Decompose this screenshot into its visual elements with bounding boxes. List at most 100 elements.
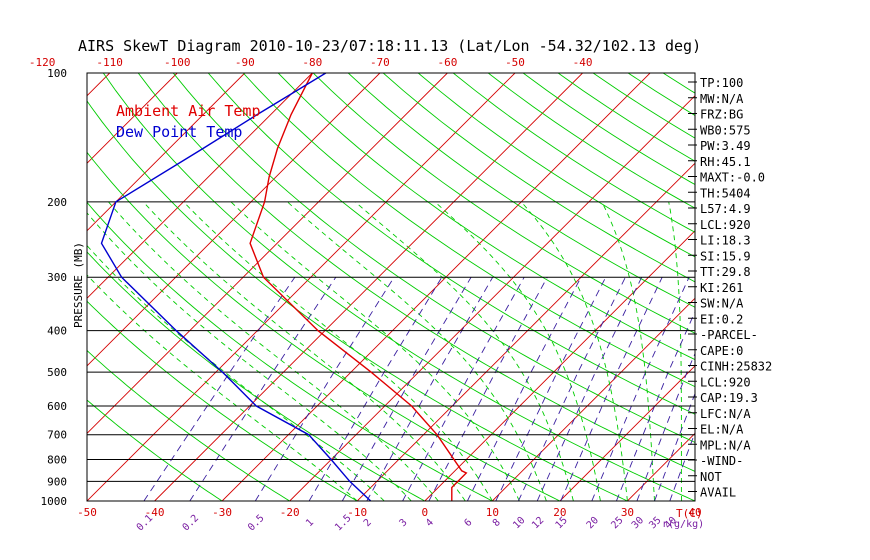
pressure-tick-labels: 100 200 300 400 500 600 700 800 900 1000	[41, 67, 68, 508]
mixing-ratio-tick-label: 10	[511, 515, 527, 531]
isotherm-line	[0, 73, 42, 501]
dry-adiabat-line	[277, 73, 695, 361]
index-entry: LFC:N/A	[700, 407, 751, 421]
dry-adiabat-line	[382, 73, 695, 283]
index-entry: RH:45.1	[700, 155, 751, 169]
index-entry: SI:15.9	[700, 249, 751, 263]
top-temperature-tick-label: -100	[164, 56, 191, 69]
top-temperature-tick-label: -50	[505, 56, 525, 69]
index-entry: NOT	[700, 470, 722, 484]
moist-adiabat-line	[520, 201, 628, 501]
dry-adiabat-line	[312, 73, 695, 334]
pressure-tick-label: 800	[47, 454, 67, 467]
bottom-temperature-tick-label: 40	[688, 506, 701, 519]
index-entry: PW:3.49	[700, 139, 751, 153]
index-entry: TP:100	[700, 76, 743, 90]
mixing-ratio-tick-label: 4	[424, 517, 436, 529]
dry-adiabat-line	[172, 73, 695, 443]
legend-entry: Ambient Air Temp	[116, 102, 261, 120]
index-entry: FRZ:BG	[700, 108, 743, 122]
index-entry: -PARCEL-	[700, 328, 758, 342]
index-entry: EL:N/A	[700, 423, 744, 437]
isotherm-line	[154, 73, 583, 501]
dry-adiabat-line	[733, 73, 870, 501]
dry-adiabat-line	[452, 73, 695, 233]
isotherm-line	[356, 162, 695, 501]
mixing-ratio-line	[402, 276, 525, 501]
dry-adiabat-line	[87, 251, 426, 501]
mixing-ratio-tick-label: 2	[362, 517, 374, 529]
dry-adiabat-line	[87, 349, 290, 501]
pressure-tick-label: 300	[47, 271, 67, 284]
dry-adiabat-line	[87, 151, 561, 501]
mixing-ratio-tick-label: 0.5	[246, 513, 267, 534]
top-temperature-tick-label: -80	[302, 56, 322, 69]
pressure-tick-label: 500	[47, 366, 67, 379]
bottom-temperature-tick-label: 20	[553, 506, 566, 519]
top-temperature-tick-label: -120	[29, 56, 56, 69]
dry-adiabat-line	[242, 73, 695, 388]
index-entry: TH:5404	[700, 186, 751, 200]
top-temperature-tick-label: -110	[96, 56, 123, 69]
mixing-ratio-line	[615, 310, 695, 501]
mixing-ratio-line	[143, 276, 296, 501]
pressure-tick-label: 200	[47, 196, 67, 209]
bottom-temperature-tick-label: -10	[347, 506, 367, 519]
top-temperature-tick-label: -70	[370, 56, 390, 69]
top-temperature-tick-label: -40	[573, 56, 593, 69]
isotherm-line	[87, 73, 448, 435]
mixing-ratio-tick-label: 6	[462, 517, 474, 529]
index-entry: LI:18.3	[700, 234, 751, 248]
index-entry: LCL:920	[700, 375, 751, 389]
moist-adiabat-line	[434, 201, 601, 501]
dry-adiabat-line	[137, 73, 695, 472]
mixing-ratio-line	[341, 276, 472, 501]
dry-adiabat-line	[487, 73, 695, 209]
mixing-ratio-tick-label: 8	[491, 517, 503, 529]
mixing-ratio-unit-label: r(g/kg)	[662, 519, 704, 530]
mixing-ratio-line	[560, 277, 663, 501]
mixing-ratio-line	[189, 276, 337, 501]
index-entry: MPL:N/A	[700, 438, 751, 452]
pressure-tick-label: 700	[47, 429, 67, 442]
isotherm-line	[559, 365, 695, 501]
moist-adiabat-grid	[87, 201, 682, 501]
dry-adiabat-line	[207, 73, 695, 415]
mixing-ratio-line	[254, 276, 395, 501]
mixing-ratio-line	[591, 277, 690, 501]
series-line	[249, 73, 468, 501]
index-entry: L57:4.9	[700, 202, 751, 216]
index-entry: -WIND-	[700, 454, 743, 468]
index-entry: MAXT:-0.0	[700, 171, 765, 185]
index-entry: AVAIL	[700, 486, 736, 500]
sounding-series	[100, 73, 468, 501]
bottom-temperature-tick-label: 0	[421, 506, 428, 519]
isotherm-line	[87, 73, 178, 164]
pressure-tick-label: 400	[47, 325, 67, 338]
top-temperature-tick-label: -60	[438, 56, 458, 69]
isotherm-grid	[0, 73, 695, 501]
isotherm-line	[87, 73, 246, 232]
index-entry: TT:29.8	[700, 265, 751, 279]
bottom-temperature-tick-labels: -50 -40 -30 -20 -10 0 10 20 30 40	[77, 506, 702, 519]
index-entry: CINH:25832	[700, 360, 772, 374]
chart-title: AIRS SkewT Diagram 2010-10-23/07:18:11.1…	[78, 37, 701, 55]
moist-adiabat-line	[87, 244, 385, 501]
y-axis-label: PRESSURE (MB)	[72, 242, 85, 328]
index-entry: WB0:575	[700, 123, 751, 137]
dry-adiabat-line	[838, 73, 870, 501]
moist-adiabat-line	[287, 201, 547, 501]
pressure-tick-label: 100	[47, 67, 67, 80]
top-temperature-tick-labels: -120 -110 -100 -90 -80 -70 -60 -50 -40	[29, 56, 593, 69]
temperature-unit-label: T(C)	[676, 507, 703, 520]
index-entry: SW:N/A	[700, 297, 744, 311]
isotherm-line	[289, 95, 695, 501]
mixing-ratio-tick-label: 12	[530, 515, 546, 531]
pressure-tick-label: 1000	[41, 495, 68, 508]
pressure-tick-label: 600	[47, 400, 67, 413]
isobar-grid	[87, 201, 695, 482]
isotherm-line	[87, 73, 381, 367]
dry-adiabat-line	[87, 300, 358, 501]
